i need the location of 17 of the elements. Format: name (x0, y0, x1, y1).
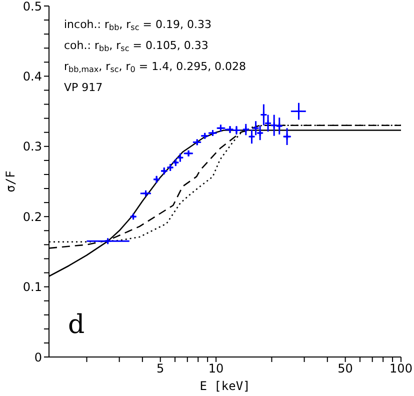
x-tick-label: 100 (390, 362, 412, 376)
y-tick-label: 0 (34, 350, 42, 364)
y-axis-title: σ/F (3, 170, 18, 192)
annotation: coh.: r$_{bb}$, r$_{sc}$ = 0.105, 0.33 (64, 39, 208, 54)
y-tick-label: 0.4 (22, 69, 42, 84)
x-tick-label: 5 (156, 362, 164, 376)
x-axis-title: E [keV] (200, 379, 250, 393)
annotation: incoh.: r$_{bb}$, r$_{sc}$ = 0.19, 0.33 (64, 18, 212, 32)
x-tick-label: 50 (338, 362, 353, 376)
x-tick-label: 10 (208, 362, 224, 376)
y-tick-label: 0.2 (22, 210, 42, 224)
annotation: VP 917 (64, 81, 103, 94)
y-tick-label: 0.3 (22, 140, 42, 154)
annotation: r$_{bb,max}$, r$_{sc}$, r$_{0}$ = 1.4, 0.295, 0.028 (64, 60, 246, 74)
annotation: d (68, 310, 85, 340)
y-tick-label: 0.1 (22, 280, 42, 294)
y-tick-label: 0.5 (22, 0, 42, 14)
